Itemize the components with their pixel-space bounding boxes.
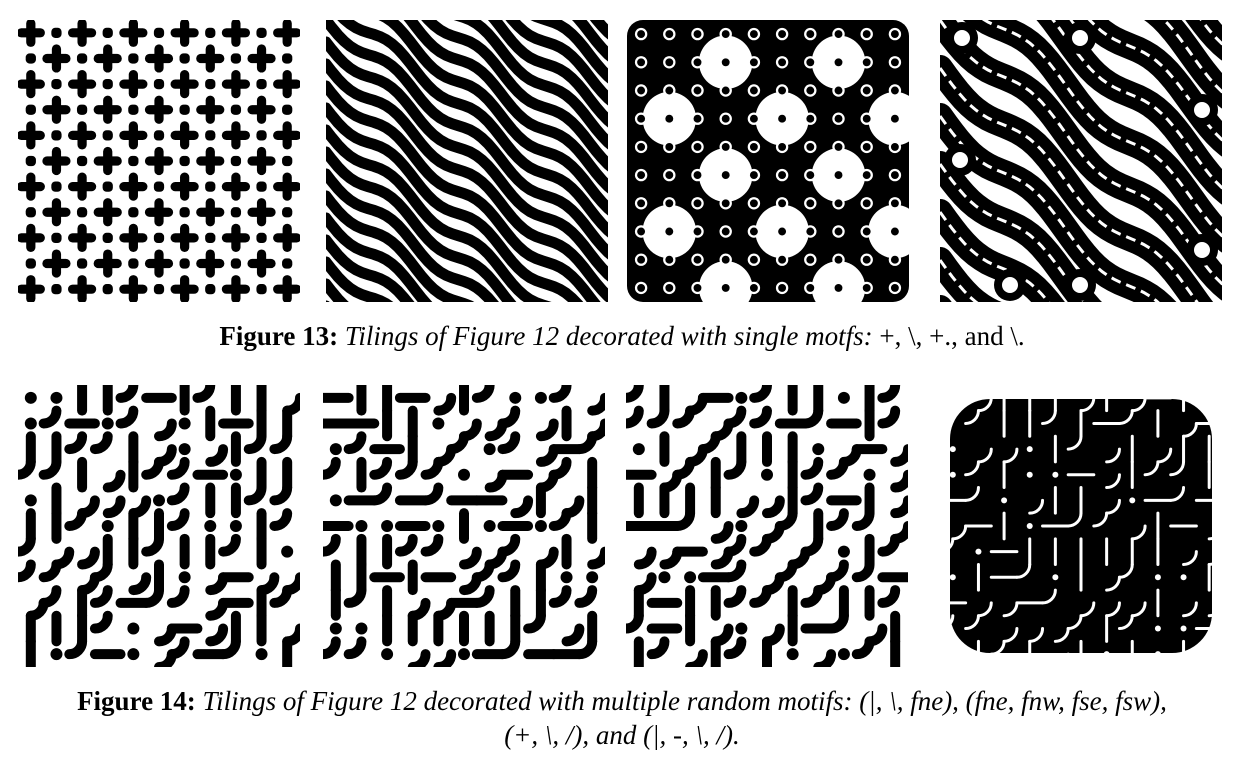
tiling-random-a (18, 385, 300, 667)
tiling-random-d (940, 385, 1222, 667)
tiling-random-b (323, 385, 605, 667)
figure-14-label: Figure 14: (77, 686, 196, 716)
figure-13-text: Tilings of Figure 12 decorated with sing… (344, 321, 873, 351)
figure-13-caption: Figure 13: Tilings of Figure 12 decorate… (0, 319, 1244, 353)
tiling-backslash-dot (940, 20, 1222, 302)
figure-13-label: Figure 13: (219, 321, 339, 351)
figure-14-text-line1: Tilings of Figure 12 decorated with mult… (202, 686, 1167, 716)
figure-13-motifs: +, \, +., and \. (879, 321, 1025, 351)
figure-14-caption: Figure 14: Tilings of Figure 12 decorate… (0, 684, 1244, 752)
figure-14-text-line2: (+, \, /), and (|, -, \, /). (504, 720, 740, 750)
tiling-backslash (326, 20, 608, 302)
tiling-plus-dot (627, 20, 909, 302)
tiling-random-c (626, 385, 908, 667)
tiling-plus (18, 20, 300, 302)
